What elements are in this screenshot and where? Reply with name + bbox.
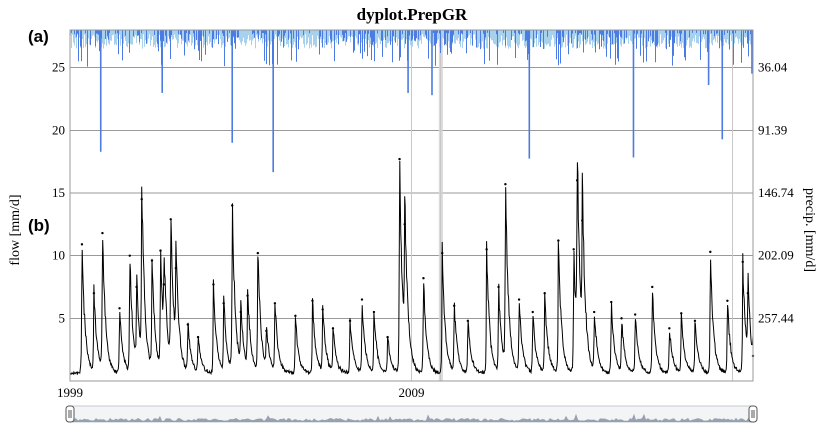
flow-peak-point (186, 323, 190, 326)
flow-peak-point (504, 182, 507, 186)
y-tick-left: 25 (52, 60, 65, 75)
flow-peak-point (593, 310, 596, 314)
y-axis-left-ticks: 5 10 15 20 25 (52, 60, 65, 326)
flow-peak-point (620, 317, 623, 320)
flow-peak-point (212, 283, 215, 286)
panel-label-b: (b) (28, 216, 50, 235)
flow-peak-point (517, 298, 521, 301)
y-axis-left-title: flow [mm/d] (8, 194, 23, 265)
precip-bars-dark (71, 30, 753, 67)
flow-peak-point (693, 319, 697, 323)
flow-peak-point (441, 251, 444, 255)
chart-title: dyplot.PrepGR (357, 5, 468, 24)
y-axis-right-title: precip. [mm/d] (802, 188, 817, 272)
flow-peak-point (403, 223, 406, 226)
flow-peak-point (398, 157, 401, 161)
x-axis-ticks: 1999 2009 (57, 385, 425, 400)
flow-peak-point (118, 307, 121, 310)
flow-peak-point (680, 312, 683, 315)
y-tick-left: 20 (52, 122, 65, 137)
precip-series (70, 30, 753, 173)
range-selector-right-handle[interactable] (748, 405, 758, 423)
flow-series (69, 157, 755, 376)
flow-peak-point (572, 248, 575, 251)
range-selector-preview (70, 413, 753, 422)
flow-peak-point (273, 302, 277, 305)
range-selector[interactable] (65, 405, 758, 423)
y-tick-right: 36.04 (758, 60, 788, 75)
range-selector-left-handle[interactable] (65, 405, 75, 423)
flow-peak-point (222, 302, 225, 305)
flow-peak-point (497, 285, 500, 289)
flow-peak-point (651, 285, 654, 289)
flow-peak-point (360, 298, 364, 301)
flow-peak-point (452, 304, 456, 307)
flow-peak-point (92, 292, 96, 295)
flow-peak-point (485, 248, 488, 251)
flow-peak-point (543, 292, 546, 295)
y-tick-left: 5 (59, 310, 66, 325)
flow-peak-point (386, 335, 389, 339)
flow-peak-point (668, 327, 671, 330)
plot-frame (69, 29, 754, 382)
flow-peak-point (321, 308, 324, 311)
flow-peak-point (140, 198, 143, 201)
flow-peak-point (159, 249, 162, 252)
flow-peak-point (196, 335, 200, 339)
flow-peak-point (174, 266, 178, 270)
flow-peak-point (246, 294, 249, 297)
y-tick-right: 91.39 (758, 122, 787, 137)
flow-peak-point (709, 250, 712, 254)
flow-peak-point (557, 239, 560, 242)
flow-peak-point (531, 310, 534, 314)
flow-peak-point (169, 218, 172, 221)
flow-peak-point (633, 313, 637, 316)
flow-peak-point (162, 283, 166, 286)
y-tick-right: 202.09 (758, 248, 794, 263)
flow-peak-point (128, 254, 131, 257)
y-tick-left: 15 (52, 185, 65, 200)
y-tick-right: 146.74 (758, 185, 794, 200)
x-tick: 1999 (57, 385, 83, 400)
flow-peak-point (256, 251, 260, 255)
panel-label-a: (a) (28, 27, 49, 46)
flow-peak-point (581, 219, 584, 222)
y-axis-right-ticks: 36.04 91.39 146.74 202.09 257.44 (758, 60, 794, 326)
x-tick: 2009 (399, 385, 425, 400)
flow-peak-point (726, 299, 729, 302)
flow-peak-point (294, 314, 297, 318)
flow-peak-point (746, 292, 750, 295)
flow-peak-point (372, 310, 376, 314)
flow-peak-point (741, 260, 744, 264)
flow-peak-point (265, 329, 268, 333)
flow-peak-point (610, 300, 613, 304)
grid (70, 30, 753, 381)
flow-peak-point (80, 243, 84, 246)
flow-peak-point (422, 277, 425, 280)
flow-peak-point (150, 259, 154, 262)
flow-peak-point (575, 179, 579, 182)
flow-peak-point (311, 299, 314, 302)
flow-line (69, 160, 754, 376)
y-tick-left: 10 (52, 248, 65, 263)
flow-peak-point (348, 319, 352, 323)
y-tick-right: 257.44 (758, 310, 794, 325)
flow-peak-point (466, 319, 470, 323)
flow-peak-point (135, 285, 138, 289)
flow-peak-point (231, 204, 234, 207)
flow-peak-point (101, 231, 104, 235)
flow-peak-point (331, 327, 335, 330)
flow-peak-point (239, 310, 242, 314)
